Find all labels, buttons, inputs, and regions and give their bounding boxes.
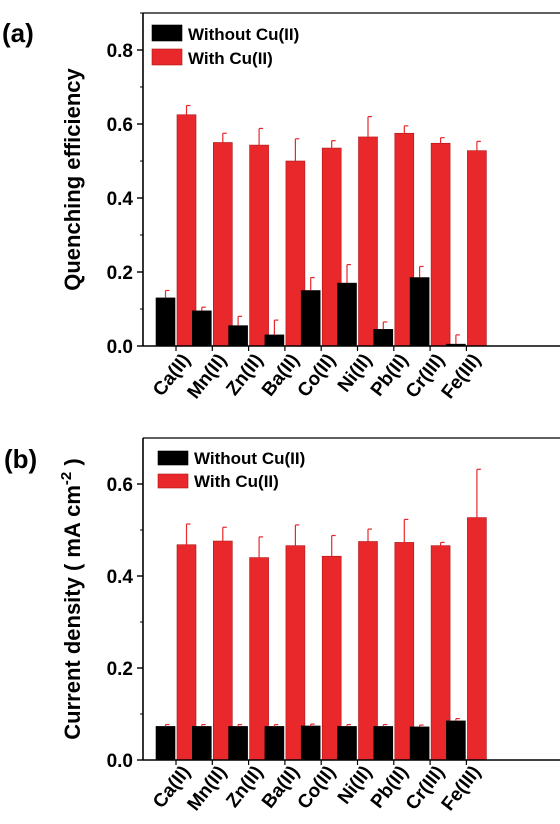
y-tick-label: 0.4 <box>107 567 134 588</box>
legend-label: Without Cu(II) <box>194 449 305 468</box>
legend-swatch <box>151 24 183 42</box>
x-tick-label: Co(II) <box>294 762 340 813</box>
legend-label: With Cu(II) <box>188 49 273 68</box>
x-tick-label: Fe(III) <box>438 762 486 815</box>
bar <box>337 726 357 761</box>
bar <box>446 720 466 761</box>
bar <box>155 297 176 347</box>
bar <box>300 290 321 347</box>
y-tick-label: 0.2 <box>107 659 133 680</box>
bar <box>430 142 451 347</box>
y-tick-label: 0.6 <box>107 475 133 496</box>
x-tick-label: Zn(II) <box>222 762 267 812</box>
y-tick-label: 0.6 <box>107 115 133 136</box>
x-tick-label: Ba(II) <box>258 350 304 400</box>
y-axis-label-tail: ) <box>60 458 85 471</box>
bar <box>373 726 394 761</box>
bar <box>213 142 233 347</box>
y-axis-label: Quenching efficiency <box>60 67 85 290</box>
panel-label: (b) <box>4 444 37 474</box>
y-tick-label: 0.2 <box>107 263 133 284</box>
x-tick-label: Mn(II) <box>184 350 232 403</box>
legend-label: With Cu(II) <box>194 472 279 491</box>
bar <box>467 150 487 347</box>
legend-swatch <box>151 48 183 66</box>
bar <box>192 726 212 761</box>
bar <box>228 325 248 347</box>
legend-swatch <box>157 450 189 466</box>
y-tick-label: 0.0 <box>107 337 133 358</box>
bar <box>300 725 321 761</box>
bar <box>228 726 248 761</box>
chart-panel-a: (a)Ca(II)Mn(II)Zn(II)Ba(II)Co(II)Ni(II)P… <box>2 12 560 403</box>
legend: Without Cu(II) With Cu(II) <box>151 24 299 68</box>
bar <box>373 329 394 347</box>
bar <box>409 726 430 761</box>
bar <box>337 282 357 347</box>
x-tick-label: Fe(III) <box>438 350 486 403</box>
chart-panel-b: (b)Ca(II)Mn(II)Zn(II)Ba(II)Co(II)Ni(II)P… <box>4 437 560 815</box>
panel-label: (a) <box>2 18 34 48</box>
bar <box>358 136 378 347</box>
bar <box>467 517 487 761</box>
x-tick-label: Zn(II) <box>222 350 267 400</box>
y-axis-label: Current density ( mA cm-2 ) <box>58 458 85 739</box>
x-tick-label: Mn(II) <box>184 762 232 815</box>
y-axis-label-main: Current density ( mA cm <box>60 485 85 740</box>
legend-label: Without Cu(II) <box>188 25 299 44</box>
x-tick-label: Ba(II) <box>258 762 304 812</box>
bar <box>264 726 285 761</box>
y-tick-label: 0.8 <box>107 41 133 62</box>
x-tick-label: Co(II) <box>294 350 340 401</box>
y-axis-label-main: Quenching efficiency <box>60 67 85 290</box>
bar <box>155 726 176 761</box>
y-tick-label: 0.4 <box>107 189 134 210</box>
legend-swatch <box>157 473 189 489</box>
bar <box>409 277 430 347</box>
legend: Without Cu(II) With Cu(II) <box>157 449 305 491</box>
bar <box>249 144 269 347</box>
y-axis-label-superscript: -2 <box>58 472 75 485</box>
bar <box>192 310 212 347</box>
bar <box>264 334 285 347</box>
y-tick-label: 0.0 <box>107 751 133 772</box>
